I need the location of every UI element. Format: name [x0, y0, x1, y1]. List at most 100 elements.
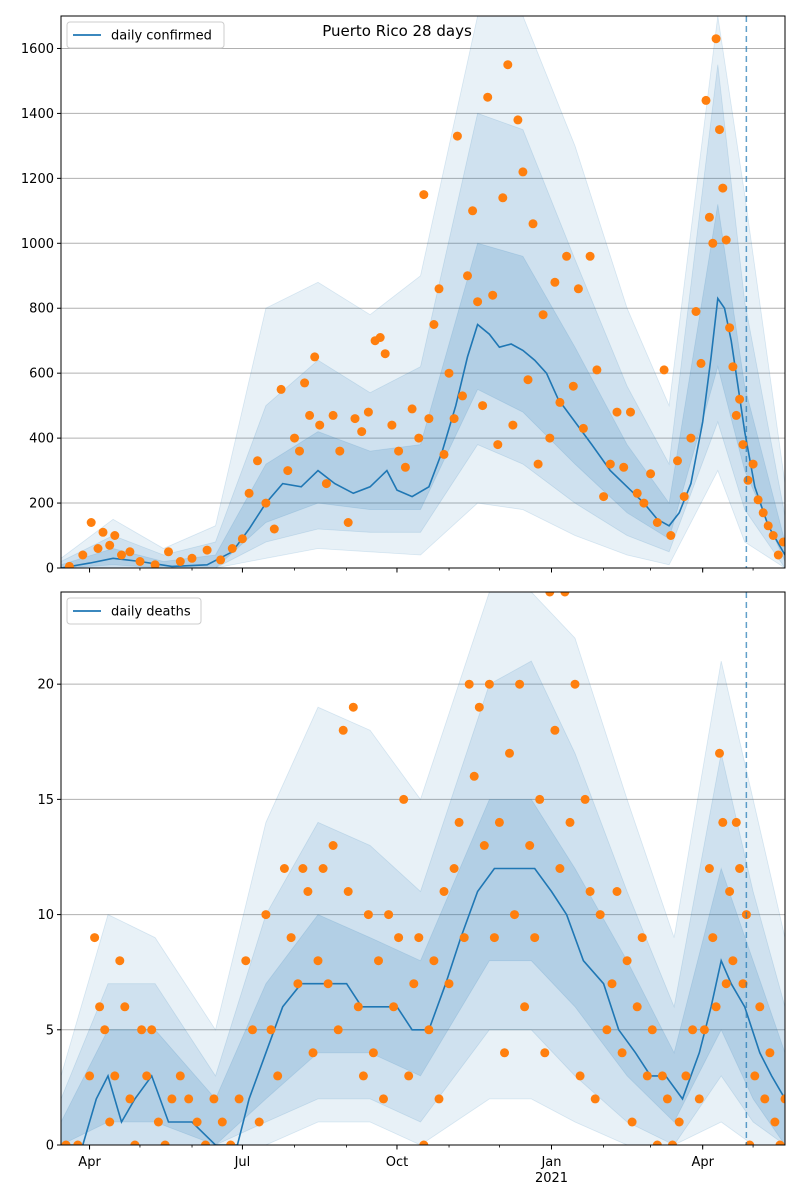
observed-point — [500, 1048, 509, 1058]
observed-point — [384, 910, 394, 920]
observed-point — [424, 414, 434, 424]
observed-point — [627, 1117, 637, 1127]
band-80-area — [61, 64, 785, 568]
observed-point — [763, 521, 773, 531]
deaths-panel: 0 5 10 15 20 Apr Jul Oct Jan Apr 2021 daily deaths — [37, 591, 786, 1186]
observed-point — [328, 841, 338, 850]
observed-point — [652, 518, 662, 527]
observed-point — [363, 910, 373, 920]
observed-point — [459, 933, 469, 943]
observed-point — [273, 1071, 283, 1081]
observed-point — [711, 1002, 721, 1012]
observed-point — [718, 817, 728, 827]
observed-point — [419, 1140, 429, 1145]
observed-point — [657, 1071, 667, 1081]
observed-point — [150, 560, 160, 568]
observed-point — [368, 1048, 378, 1058]
observed-point — [61, 1140, 71, 1145]
observed-point — [555, 397, 565, 407]
observed-point — [380, 349, 390, 359]
observed-point — [525, 841, 535, 850]
observed-point — [279, 864, 289, 873]
observed-point — [135, 557, 145, 566]
observed-point — [266, 1025, 276, 1035]
observed-point — [147, 1025, 157, 1035]
observed-point — [573, 284, 583, 294]
observed-point — [357, 427, 367, 437]
observed-point — [209, 1094, 219, 1104]
observed-point — [530, 933, 540, 943]
observed-point — [290, 433, 299, 443]
observed-point — [662, 1094, 672, 1104]
observed-point — [253, 456, 262, 466]
observed-point — [753, 495, 763, 505]
observed-point — [632, 1002, 642, 1012]
observed-point — [153, 1117, 163, 1127]
observed-point — [298, 864, 308, 873]
observed-point — [483, 92, 493, 102]
observed-point — [568, 381, 578, 391]
y-tick-label: 1600 — [21, 42, 54, 57]
observed-point — [125, 1094, 135, 1104]
observed-point — [612, 887, 622, 896]
observed-point — [293, 979, 303, 989]
observed-point — [708, 933, 718, 943]
band-50-area — [61, 204, 785, 568]
observed-point — [444, 368, 454, 378]
observed-point — [673, 456, 682, 466]
observed-point — [110, 531, 120, 540]
observed-point — [780, 1094, 785, 1104]
observed-point — [404, 1071, 414, 1081]
observed-point — [350, 414, 360, 424]
plot-area — [61, 16, 785, 568]
observed-point — [731, 817, 741, 827]
observed-point — [704, 212, 714, 222]
observed-point — [489, 933, 499, 943]
observed-point — [78, 550, 88, 560]
observed-point — [728, 956, 738, 966]
observed-point — [666, 531, 676, 540]
legend-box — [66, 597, 202, 625]
observed-point — [674, 1117, 684, 1127]
observed-point — [295, 446, 304, 456]
observed-point — [130, 1140, 140, 1145]
observed-point — [503, 60, 513, 70]
observed-point — [493, 440, 503, 450]
observed-point — [715, 748, 724, 758]
axes-frame — [60, 15, 786, 569]
observed-point — [449, 864, 459, 873]
observed-point — [315, 420, 325, 430]
y-tick-label: 800 — [29, 302, 54, 317]
axes-frame — [60, 591, 786, 1146]
observed-point — [775, 1140, 785, 1145]
observed-point — [768, 531, 778, 540]
observed-point — [160, 1140, 170, 1145]
observed-point — [305, 410, 315, 420]
observed-point — [321, 479, 331, 489]
observed-point — [105, 540, 115, 550]
observed-point — [479, 841, 489, 850]
observed-point — [721, 979, 731, 989]
observed-point — [528, 219, 538, 229]
observed-point — [175, 1071, 185, 1081]
observed-point — [399, 794, 409, 804]
observed-point — [538, 310, 548, 320]
band-50-area — [61, 799, 785, 1145]
observed-point — [167, 1094, 177, 1104]
observed-point — [607, 979, 617, 989]
observed-point — [318, 864, 328, 873]
y-tick-label: 1000 — [21, 237, 54, 252]
x-tick-label: Apr — [78, 1155, 101, 1170]
observed-point — [773, 550, 783, 560]
observed-point — [409, 979, 419, 989]
observed-point — [580, 794, 590, 804]
observed-point — [394, 933, 404, 943]
observed-point — [721, 235, 731, 245]
observed-point — [731, 410, 741, 420]
observed-point — [659, 365, 669, 375]
observed-point — [85, 1071, 95, 1081]
observed-point — [95, 1002, 105, 1012]
observed-point — [770, 1117, 780, 1127]
band-95-area — [61, 592, 785, 1145]
observed-point — [237, 534, 247, 544]
